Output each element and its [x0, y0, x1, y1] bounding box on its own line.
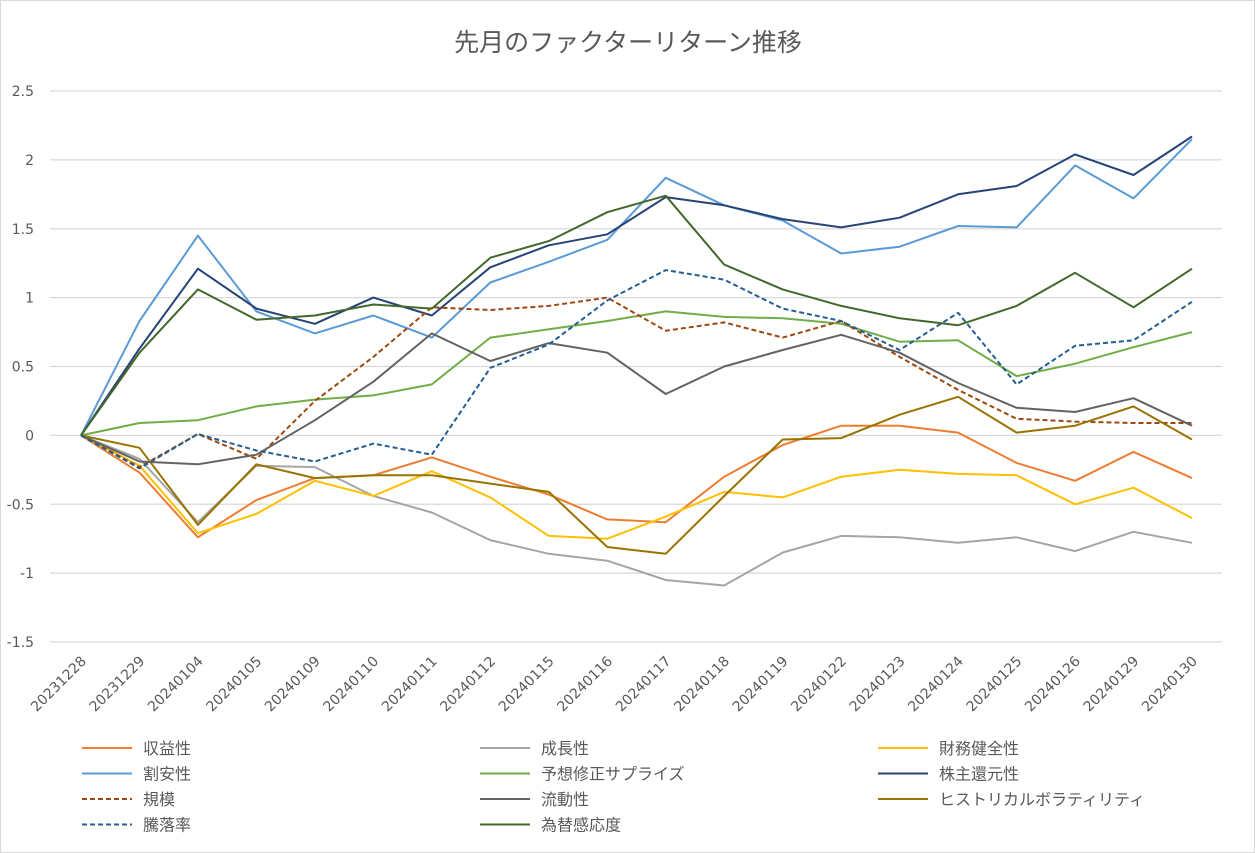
legend-label: 財務健全性 [939, 739, 1019, 758]
x-tick-label: 20240124 [905, 653, 967, 715]
series-line-10 [80, 194, 1193, 436]
series-line-6 [80, 296, 1192, 469]
x-tick-label: 20240109 [262, 654, 324, 716]
legend-label: 規模 [143, 790, 175, 809]
x-tick-label: 20240130 [1139, 654, 1201, 716]
series-line-4 [80, 310, 1193, 437]
x-tick-label: 20231228 [28, 654, 90, 716]
y-tick-label: -0.5 [7, 497, 34, 513]
y-tick-label: -1.5 [7, 635, 34, 651]
x-tick-label: 20240110 [320, 654, 382, 716]
legend-label: 予想修正サプライズ [541, 765, 685, 784]
x-tick-label: 20240104 [145, 653, 207, 715]
x-tick-label: 20240122 [788, 654, 850, 716]
x-tick-label: 20240123 [847, 654, 909, 716]
series-line-2 [80, 434, 1193, 540]
legend-label: 株主還元性 [939, 765, 1019, 784]
x-tick-label: 20240105 [204, 654, 266, 716]
x-tick-label: 20240126 [1022, 653, 1084, 715]
series-line-3 [80, 138, 1193, 436]
legend-label: 成長性 [541, 739, 589, 758]
x-tick-label: 20240119 [730, 654, 792, 716]
y-tick-label: -1 [20, 566, 34, 582]
series-line-9 [80, 269, 1193, 470]
x-tick-label: 20240111 [379, 654, 441, 716]
x-tick-label: 20240115 [496, 654, 558, 716]
y-tick-label: 1.5 [12, 222, 34, 238]
x-tick-label: 20240129 [1081, 654, 1143, 716]
legend-label: 為替感応度 [541, 816, 621, 835]
x-tick-label: 20240117 [613, 654, 675, 716]
y-tick-label: 1 [25, 291, 34, 307]
series-line-5 [80, 135, 1193, 436]
legend-label: 流動性 [541, 790, 589, 809]
chart-title: 先月のファクターリターン推移 [454, 28, 802, 57]
y-tick-label: 2 [25, 153, 34, 169]
legend-label: 収益性 [143, 739, 191, 758]
x-tick-label: 20240116 [554, 653, 616, 715]
series-line-8 [80, 395, 1193, 555]
legend-label: 騰落率 [143, 816, 191, 835]
y-tick-label: 2.5 [12, 84, 34, 100]
legend-label: ヒストリカルボラティリティ [939, 790, 1145, 809]
y-tick-label: 0.5 [12, 360, 34, 376]
x-tick-label: 20231229 [87, 654, 149, 716]
x-tick-label: 20240118 [671, 654, 733, 716]
x-tick-label: 20240125 [964, 654, 1026, 716]
x-tick-label: 20240112 [437, 654, 499, 716]
legend-label: 割安性 [143, 765, 191, 784]
series-line-0 [80, 424, 1193, 539]
series-line-7 [80, 332, 1193, 466]
series-line-1 [80, 434, 1193, 587]
y-tick-label: 0 [25, 428, 34, 444]
